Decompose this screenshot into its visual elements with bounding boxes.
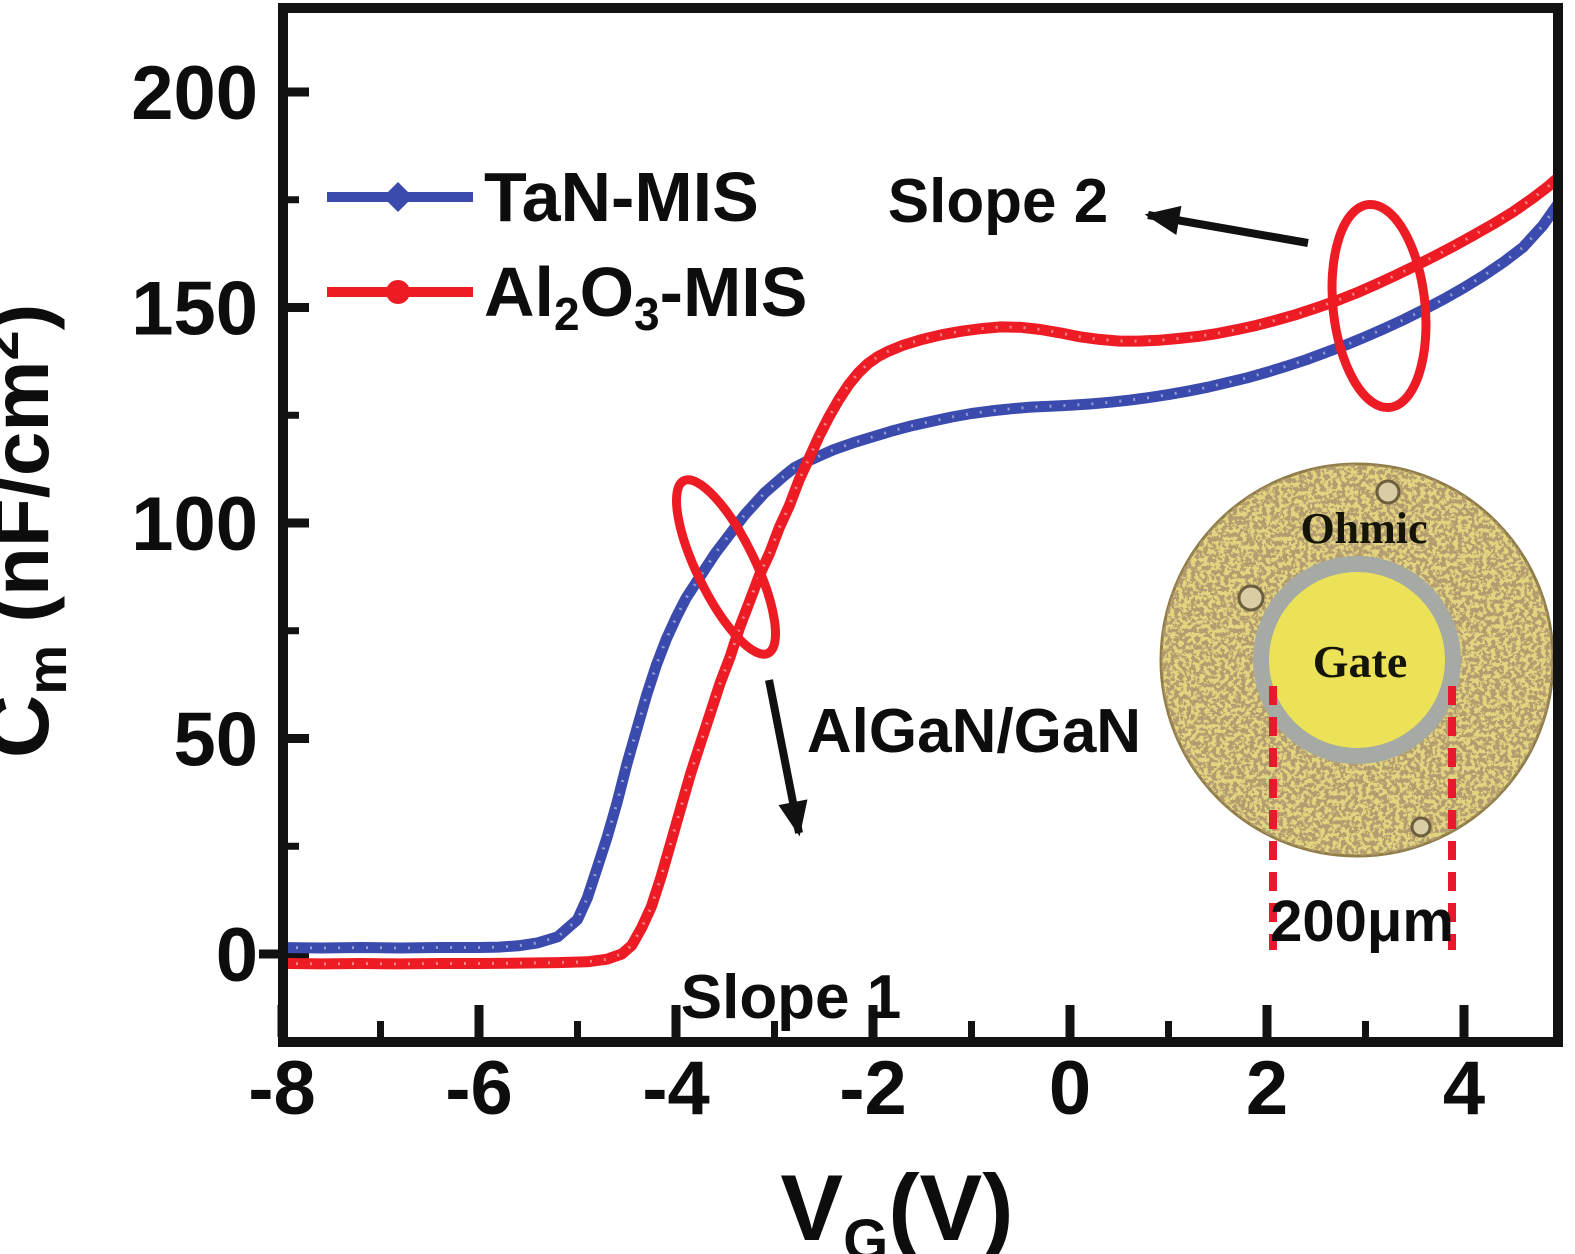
slope2-label: Slope 2 — [888, 167, 1109, 236]
x-tick-label: 2 — [1246, 1046, 1288, 1131]
y-tick-label: 100 — [131, 482, 258, 567]
legend-label-tan-mis: TaN-MIS — [484, 158, 759, 236]
x-axis-label: VG(V) — [780, 1155, 1013, 1254]
device-inset: Ohmic Gate 200μm — [1159, 462, 1555, 954]
gate-pad — [1269, 572, 1445, 748]
x-tick-label: -2 — [839, 1046, 907, 1131]
x-tick-label: 4 — [1443, 1046, 1485, 1131]
x-tick-label: -8 — [248, 1046, 316, 1131]
dimension-label: 200μm — [1270, 889, 1454, 954]
slope1-arrow-icon — [765, 679, 808, 837]
legend-label-al2o3-mis: Al2O3-MIS — [484, 253, 807, 340]
slope2-highlight-ellipse — [1327, 199, 1431, 413]
y-tick-label: 200 — [131, 51, 258, 136]
x-tick-label: -4 — [642, 1046, 710, 1131]
heterostructure-label: AlGaN/GaN — [807, 697, 1141, 766]
axis-tick-labels: -8 -6 -4 -2 0 2 4 0 50 100 150 200 — [131, 51, 1485, 1131]
x-tick-label: 0 — [1049, 1046, 1091, 1131]
plot-frame — [278, 3, 1563, 1047]
axis-ticks — [259, 87, 1469, 1037]
ohmic-label: Ohmic — [1300, 504, 1427, 553]
y-tick-label: 50 — [173, 698, 258, 783]
probe-mark-icon — [1410, 816, 1432, 838]
annotations: Slope 1 Slope 2 AlGaN/GaN — [671, 167, 1431, 1032]
y-tick-label: 150 — [131, 267, 258, 352]
y-tick-label: 0 — [216, 913, 258, 998]
gate-label: Gate — [1313, 636, 1408, 687]
probe-mark-icon — [1237, 584, 1265, 612]
x-tick-label: -6 — [445, 1046, 513, 1131]
legend-diamond-marker-icon — [383, 182, 413, 212]
slope1-highlight-ellipse — [671, 475, 781, 659]
legend: TaN-MIS Al2O3-MIS — [327, 158, 807, 340]
slope2-arrow-icon — [1144, 205, 1309, 247]
y-axis-label: Cm (nF/cm2) — [0, 304, 78, 759]
legend-circle-marker-icon — [386, 280, 410, 304]
curve-tan-mis — [288, 201, 1553, 954]
probe-mark-icon — [1375, 479, 1401, 505]
slope1-label: Slope 1 — [681, 963, 902, 1032]
